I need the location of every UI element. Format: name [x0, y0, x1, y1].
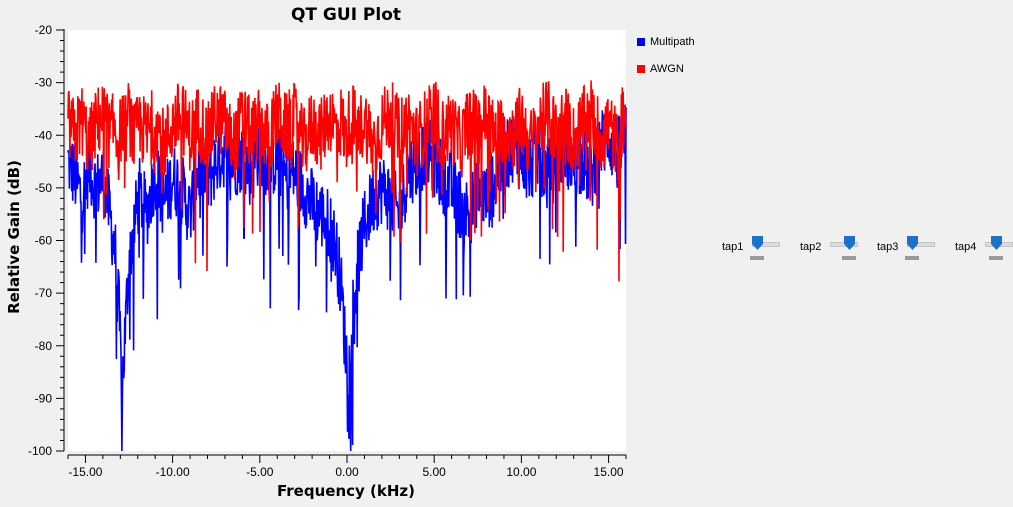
legend-swatch-awgn [637, 65, 645, 73]
tap4-label: tap4 [955, 241, 977, 253]
y-tick-label: -80 [35, 339, 53, 353]
tap1-label: tap1 [722, 241, 744, 253]
legend-item-multipath[interactable]: Multipath [637, 34, 695, 50]
plot-title: QT GUI Plot [291, 5, 401, 25]
y-tick-label: -90 [35, 391, 53, 405]
y-tick-label: -70 [35, 286, 53, 300]
x-tick-label: 0.00 [335, 465, 359, 479]
legend-label-awgn: AWGN [650, 63, 684, 75]
legend-label-multipath: Multipath [650, 36, 695, 48]
tap1-handle-icon[interactable] [752, 236, 763, 250]
x-tick-label: -15.00 [68, 465, 102, 479]
legend: Multipath AWGN [637, 34, 695, 88]
y-tick-label: -20 [35, 23, 53, 37]
tap3-base [905, 256, 919, 260]
tap4-handle-icon[interactable] [991, 236, 1002, 250]
y-tick-label: -100 [28, 444, 52, 458]
y-tick-label: -50 [35, 181, 53, 195]
x-axis-title: Frequency (kHz) [277, 482, 415, 500]
tap4-base [989, 256, 1003, 260]
y-tick-label: -60 [35, 234, 53, 248]
y-axis-title: Relative Gain (dB) [5, 160, 23, 314]
y-tick-label: -40 [35, 128, 53, 142]
tap3-slider[interactable]: tap3 [877, 236, 937, 260]
series-line-awgn [67, 80, 627, 282]
legend-swatch-multipath [637, 38, 645, 46]
tap1-base [750, 256, 764, 260]
tap3-handle-icon[interactable] [907, 236, 918, 250]
x-tick-label: 5.00 [423, 465, 447, 479]
tap2-slider[interactable]: tap2 [800, 236, 860, 260]
x-tick-label: 15.00 [594, 465, 624, 479]
legend-item-awgn[interactable]: AWGN [637, 61, 695, 77]
tap2-base [842, 256, 856, 260]
tap2-handle-icon[interactable] [844, 236, 855, 250]
tap2-label: tap2 [800, 241, 822, 253]
x-tick-label: -10.00 [156, 465, 190, 479]
x-tick-label: -5.00 [246, 465, 274, 479]
tap4-slider[interactable]: tap4 [955, 236, 1013, 260]
y-tick-label: -30 [35, 76, 53, 90]
tap1-slider[interactable]: tap1 [722, 236, 782, 260]
tap3-label: tap3 [877, 241, 899, 253]
x-tick-label: 10.00 [506, 465, 536, 479]
